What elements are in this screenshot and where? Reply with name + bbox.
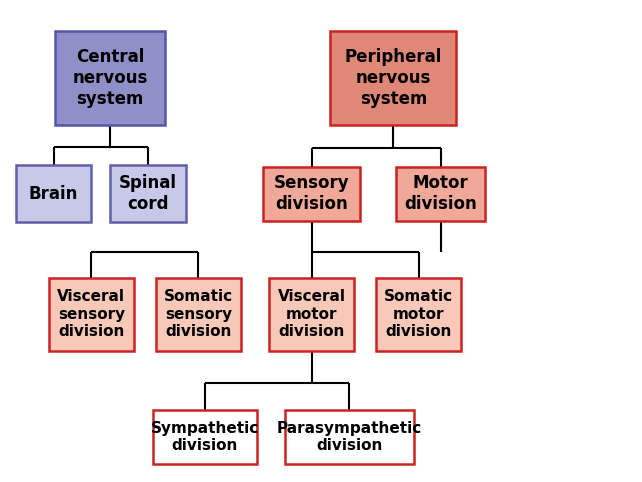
Text: Spinal
cord: Spinal cord — [119, 174, 177, 213]
FancyBboxPatch shape — [16, 165, 91, 222]
FancyBboxPatch shape — [153, 410, 257, 464]
Text: Somatic
sensory
division: Somatic sensory division — [164, 289, 233, 339]
FancyBboxPatch shape — [269, 278, 354, 351]
FancyBboxPatch shape — [156, 278, 241, 351]
FancyBboxPatch shape — [397, 167, 485, 221]
Text: Sensory
division: Sensory division — [273, 174, 349, 213]
Text: Visceral
motor
division: Visceral motor division — [277, 289, 345, 339]
Text: Central
nervous
system: Central nervous system — [73, 48, 148, 108]
Text: Motor
division: Motor division — [404, 174, 477, 213]
FancyBboxPatch shape — [331, 31, 456, 125]
FancyBboxPatch shape — [285, 410, 414, 464]
FancyBboxPatch shape — [263, 167, 360, 221]
Text: Sympathetic
division: Sympathetic division — [150, 421, 259, 453]
FancyBboxPatch shape — [49, 278, 134, 351]
Text: Visceral
sensory
division: Visceral sensory division — [57, 289, 125, 339]
Text: Peripheral
nervous
system: Peripheral nervous system — [345, 48, 442, 108]
FancyBboxPatch shape — [110, 165, 186, 222]
FancyBboxPatch shape — [55, 31, 165, 125]
Text: Brain: Brain — [29, 185, 78, 203]
Text: Parasympathetic
division: Parasympathetic division — [277, 421, 422, 453]
FancyBboxPatch shape — [376, 278, 461, 351]
Text: Somatic
motor
division: Somatic motor division — [384, 289, 453, 339]
